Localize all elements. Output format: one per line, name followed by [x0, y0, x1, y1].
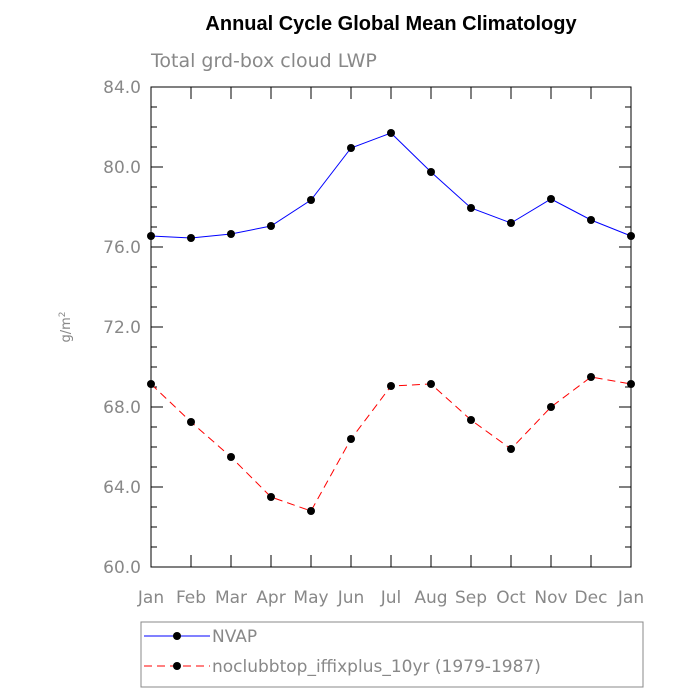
data-point	[187, 234, 195, 242]
data-point	[147, 380, 155, 388]
x-tick-label: Sep	[455, 588, 487, 608]
data-point	[547, 403, 555, 411]
x-tick-label: Jun	[337, 588, 365, 608]
series-layer	[147, 129, 635, 515]
x-tick-label: Aug	[414, 588, 447, 608]
data-point	[427, 168, 435, 176]
data-point	[347, 435, 355, 443]
data-point	[467, 204, 475, 212]
y-axis-label-exponent: 2	[58, 311, 68, 317]
y-tick-label: 60.0	[103, 558, 141, 578]
data-point	[467, 416, 475, 424]
legend-box	[140, 621, 644, 688]
data-point	[307, 507, 315, 515]
data-point	[507, 445, 515, 453]
chart-subtitle: Total grd-box cloud LWP	[150, 50, 377, 72]
data-point	[347, 144, 355, 152]
data-point	[227, 453, 235, 461]
series-line	[150, 376, 632, 512]
y-axis-label-unit: g/m	[59, 317, 74, 342]
data-point	[267, 493, 275, 501]
data-point	[587, 373, 595, 381]
x-tick-label: Feb	[176, 588, 206, 608]
x-tick-label: Jan	[617, 588, 644, 608]
data-point	[427, 380, 435, 388]
data-point	[307, 196, 315, 204]
y-tick-label: 68.0	[103, 398, 141, 418]
x-tick-label: Jul	[380, 588, 402, 608]
plot-frame	[150, 86, 632, 568]
data-point	[387, 129, 395, 137]
y-axis: 60.0 64.0 68.0 72.0 76.0 80.0 84.0	[103, 78, 631, 578]
y-tick-label: 72.0	[103, 318, 141, 338]
x-tick-label: Oct	[496, 588, 526, 608]
data-point	[387, 382, 395, 390]
legend-label: noclubbtop_iffixplus_10yr (1979-1987)	[212, 657, 541, 677]
legend-marker	[173, 632, 181, 640]
legend-label: NVAP	[212, 627, 257, 647]
data-point	[507, 219, 515, 227]
series-2	[147, 373, 635, 515]
legend-marker	[173, 662, 181, 670]
data-point	[627, 380, 635, 388]
x-tick-label: Jan	[137, 588, 164, 608]
x-axis: Jan Feb Mar Apr May Jun Jul Aug Sep Oct Nov Dec Jan	[137, 87, 644, 608]
y-tick-label: 76.0	[103, 238, 141, 258]
plot-border	[150, 86, 632, 568]
x-tick-label: Apr	[256, 588, 285, 608]
data-point	[547, 195, 555, 203]
x-tick-label: Dec	[575, 588, 608, 608]
y-axis-label: g/m2	[58, 311, 74, 342]
x-tick-label: Nov	[534, 588, 567, 608]
y-tick-label: 84.0	[103, 78, 141, 98]
data-point	[587, 216, 595, 224]
data-point	[267, 222, 275, 230]
chart-title: Annual Cycle Global Mean Climatology	[205, 13, 577, 35]
data-point	[147, 232, 155, 240]
y-tick-label: 80.0	[103, 158, 141, 178]
data-point	[627, 232, 635, 240]
series-line	[150, 132, 632, 239]
series-1	[147, 129, 635, 242]
x-tick-label: Mar	[215, 588, 247, 608]
data-point	[187, 418, 195, 426]
x-tick-label: May	[293, 588, 328, 608]
legend: NVAP noclubbtop_iffixplus_10yr (1979-1987…	[140, 621, 644, 688]
y-tick-label: 64.0	[103, 478, 141, 498]
data-point	[227, 230, 235, 238]
